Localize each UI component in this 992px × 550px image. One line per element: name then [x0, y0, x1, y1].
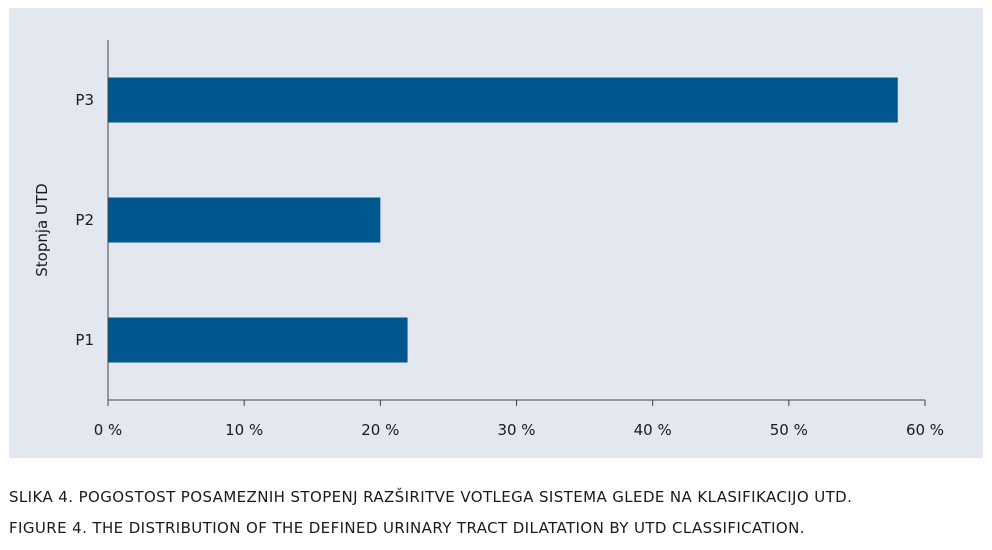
x-tick-label: 10 %	[225, 421, 263, 439]
y-categories-group: P3 P2 P1	[75, 91, 94, 349]
x-tick-label: 30 %	[497, 421, 535, 439]
x-ticks-group: 0 % 10 % 20 % 30 % 40 % 50 % 60 %	[94, 400, 944, 439]
bar-p2	[108, 197, 381, 243]
caption-english: FIGURE 4. THE DISTRIBUTION OF THE DEFINE…	[9, 519, 805, 537]
y-axis-label: Stopnja UTD	[33, 183, 51, 276]
bar-p3	[108, 77, 898, 123]
caption-slovenian: SLIKA 4. POGOSTOST POSAMEZNIH STOPENJ RA…	[9, 488, 853, 506]
bar-chart: 0 % 10 % 20 % 30 % 40 % 50 % 60 % P3 P2 P1 Stopn…	[33, 40, 944, 439]
x-tick-label: 60 %	[906, 421, 944, 439]
bars-group	[108, 77, 898, 363]
bar-p1	[108, 317, 408, 363]
x-tick-label: 40 %	[634, 421, 672, 439]
x-tick-label: 20 %	[361, 421, 399, 439]
x-tick-label: 50 %	[770, 421, 808, 439]
chart-panel: 0 % 10 % 20 % 30 % 40 % 50 % 60 % P3 P2 P1 Stopn…	[9, 8, 983, 458]
x-tick-label: 0 %	[94, 421, 123, 439]
y-tick-label-p2: P2	[75, 211, 94, 229]
y-tick-label-p3: P3	[75, 91, 94, 109]
y-tick-label-p1: P1	[75, 331, 94, 349]
